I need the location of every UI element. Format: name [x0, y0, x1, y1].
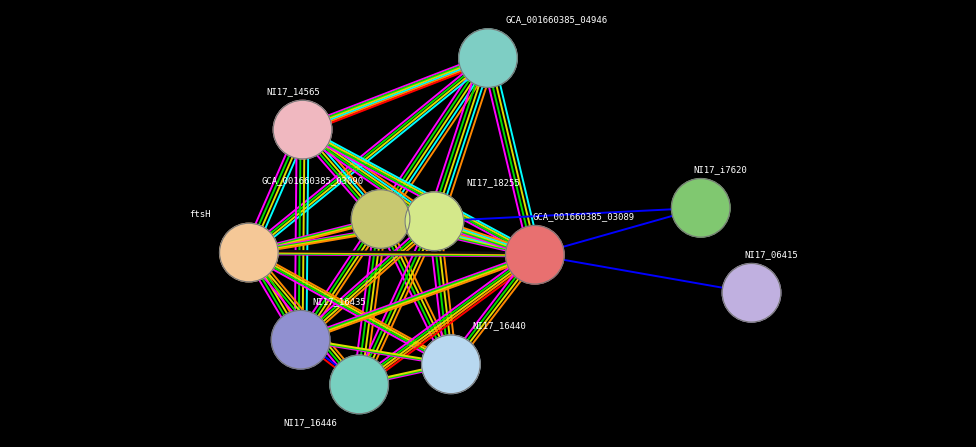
Ellipse shape	[271, 310, 330, 369]
Ellipse shape	[351, 190, 410, 249]
Ellipse shape	[506, 225, 564, 284]
Ellipse shape	[422, 335, 480, 394]
Ellipse shape	[722, 263, 781, 322]
Text: GCA_001660385_03090: GCA_001660385_03090	[262, 176, 363, 185]
Text: NI17_16440: NI17_16440	[472, 321, 527, 330]
Text: GCA_001660385_04946: GCA_001660385_04946	[506, 15, 607, 24]
Text: NI17_06415: NI17_06415	[744, 250, 798, 259]
Text: NI17_18255: NI17_18255	[466, 178, 520, 187]
Ellipse shape	[273, 100, 332, 159]
Text: ftsH: ftsH	[189, 210, 211, 219]
Text: NI17_14565: NI17_14565	[265, 87, 320, 96]
Text: NI17_16446: NI17_16446	[283, 418, 338, 427]
Text: NI17_i7620: NI17_i7620	[693, 165, 748, 174]
Ellipse shape	[330, 355, 388, 414]
Text: GCA_001660385_03089: GCA_001660385_03089	[533, 212, 634, 221]
Ellipse shape	[671, 178, 730, 237]
Ellipse shape	[459, 29, 517, 88]
Ellipse shape	[405, 192, 464, 251]
Ellipse shape	[220, 223, 278, 282]
Text: NI17_16435: NI17_16435	[312, 297, 367, 306]
